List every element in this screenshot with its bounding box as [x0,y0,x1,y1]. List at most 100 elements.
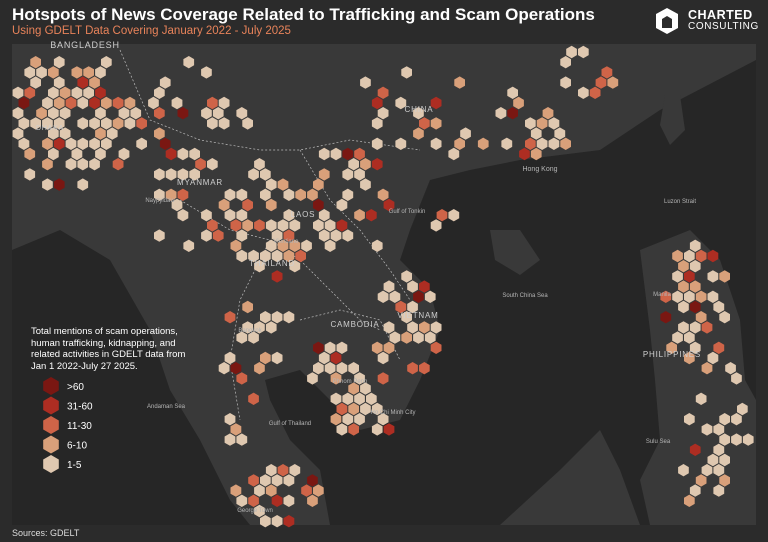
hex-cell [348,402,359,416]
hex-cell [165,168,177,181]
hex-cell [725,362,736,375]
legend-swatch [43,416,59,434]
hex-cell [248,331,259,344]
hex-cell [301,239,312,252]
hex-cell [342,168,354,181]
hex-cell [684,331,695,344]
hex-cell [678,464,689,477]
hex-cell [277,464,289,477]
hex-cell [719,311,730,324]
hex-cell [218,362,230,375]
hex-cell [407,300,418,314]
hex-cell [12,127,24,140]
hex-cell [413,107,424,120]
hex-cell [271,494,283,507]
hex-cell [71,66,83,79]
hex-cell [684,351,695,365]
hex-cell [660,290,672,303]
hex-cell [707,249,719,263]
hex-cell [53,76,65,89]
hex-cell [448,147,460,161]
hex-cell [71,147,83,161]
hex-cell [525,117,536,130]
hex-cell [18,137,30,150]
hex-cell [89,76,100,89]
legend: >60 31-60 11-30 6-10 1-5 [43,377,93,473]
hex-cell [248,474,259,487]
hex-cell [701,464,713,477]
hex-cell [207,96,218,110]
hex-cell [360,382,371,395]
hex-cell [224,351,236,365]
hex-cell [83,86,94,99]
hex-cell [413,331,424,344]
hex-cell [731,433,742,446]
hex-cell [71,86,83,99]
hex-cell [430,96,442,110]
hex-cell [130,107,142,120]
hex-cell [419,362,430,375]
hex-cell [554,127,566,140]
hex-cell [377,372,389,385]
hex-cell [371,117,383,130]
hex-cell [236,209,248,222]
hex-cell [95,107,106,120]
hex-cell [560,56,571,69]
hex-cell [313,178,324,191]
hex-cell [336,198,348,212]
hex-cell [101,137,112,150]
hex-cell [307,372,318,385]
hex-cell [48,147,59,161]
hex-cell [207,117,218,130]
hex-cell [177,107,189,120]
hex-cell [448,209,460,222]
hex-cell [678,260,689,273]
hex-cell [289,260,301,273]
hex-cell [348,158,359,171]
source: Sources: GDELT [12,528,80,538]
place-label: Ho Chi Minh City [370,410,415,416]
hex-cell [719,453,730,467]
legend-label: 11-30 [67,421,92,432]
hex-cell [248,249,259,263]
hex-cell [530,127,542,140]
hex-cell [224,311,236,324]
hex-cell [260,474,271,487]
hex-cell [495,107,507,120]
hex-cell [106,127,118,140]
hex-cell [395,137,407,150]
hex-cell [336,219,348,232]
hex-cell [548,117,560,130]
hex-cell [295,249,306,263]
hex-cell [336,362,348,375]
title: Hotspots of News Coverage Related to Tra… [12,5,595,24]
hex-cell [77,137,89,150]
hex-cell [271,311,283,324]
hex-cell [59,127,71,140]
hex-cell [413,127,424,140]
hex-cell [719,433,730,446]
hex-cell [12,107,24,120]
hex-cell [701,362,713,375]
legend-label: >60 [67,382,84,393]
hex-cell [737,402,748,416]
place-label: VIETNAM [397,311,438,320]
hex-cell [678,321,689,334]
hex-cell [318,351,330,365]
place-label: THAILAND [249,259,295,268]
hex-cell [742,433,754,446]
hex-cell [260,351,271,365]
hex-cell [707,270,719,283]
hex-cell [377,413,389,426]
hex-cell [395,300,407,314]
hex-cell [18,96,30,110]
hex-cell [260,168,271,181]
hex-cell [407,280,418,293]
hex-cell [689,260,701,273]
hex-cell [124,96,136,110]
hex-cell [265,321,277,334]
hex-cell [154,168,165,181]
hex-cell [265,484,277,497]
hex-cell [265,219,277,232]
